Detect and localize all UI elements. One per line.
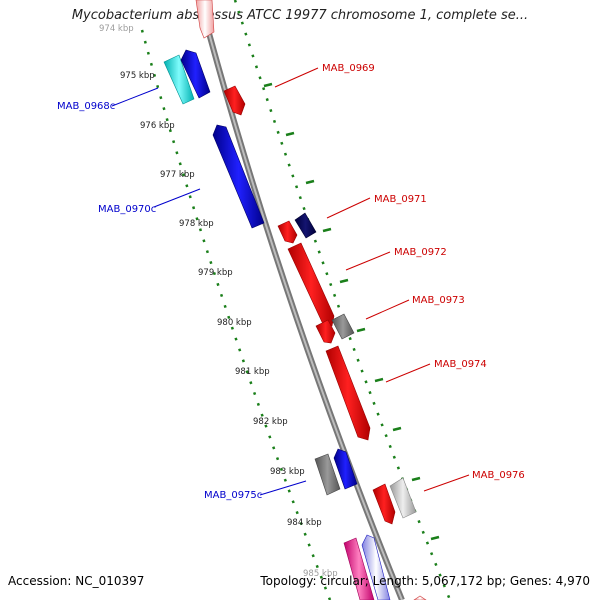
label-MAB_0974[interactable]: MAB_0974 bbox=[434, 359, 487, 370]
label-MAB_0970c[interactable]: MAB_0970c bbox=[98, 204, 156, 215]
leader-MAB_0973 bbox=[365, 299, 410, 320]
label-MAB_0972[interactable]: MAB_0972 bbox=[394, 247, 447, 258]
label-MAB_0969[interactable]: MAB_0969 bbox=[322, 63, 375, 74]
tick-976-kbp: 976 kbp bbox=[140, 121, 175, 131]
label-MAB_0968c[interactable]: MAB_0968c bbox=[57, 101, 115, 112]
gene-partial-top-red[interactable] bbox=[195, 0, 215, 39]
gene-partial-bottom-blue[interactable] bbox=[361, 534, 391, 600]
gene-MAB_0968c-cyan[interactable] bbox=[163, 54, 195, 105]
gene-MAB_0974[interactable] bbox=[325, 345, 371, 441]
gene-MAB_0976-red[interactable] bbox=[372, 483, 396, 525]
leader-MAB_0974 bbox=[385, 363, 431, 383]
tick-984-kbp: 984 kbp bbox=[287, 518, 322, 528]
gene-partial-bottom-pink[interactable] bbox=[343, 537, 375, 600]
inner-tick-track bbox=[140, 29, 332, 600]
gene-MAB_0975c-gray[interactable] bbox=[314, 453, 341, 496]
gene-partial-bottom-red[interactable] bbox=[413, 595, 427, 600]
outer-major-ticks bbox=[263, 82, 440, 541]
tick-983-kbp: 983 kbp bbox=[270, 467, 305, 477]
tick-979-kbp: 979 kbp bbox=[198, 268, 233, 278]
tick-977-kbp: 977 kbp bbox=[160, 170, 195, 180]
leader-MAB_0968c bbox=[111, 87, 159, 107]
tick-985-kbp: 985 kbp bbox=[303, 569, 338, 579]
tick-975-kbp: 975 kbp bbox=[120, 71, 155, 81]
tick-974-kbp: 974 kbp bbox=[99, 24, 134, 34]
gene-MAB_0970c[interactable] bbox=[212, 124, 265, 229]
accession-text: Accession: NC_010397 bbox=[8, 574, 145, 588]
leader-MAB_0976 bbox=[423, 474, 470, 492]
tick-982-kbp: 982 kbp bbox=[253, 417, 288, 427]
tick-978-kbp: 978 kbp bbox=[179, 219, 214, 229]
tick-980-kbp: 980 kbp bbox=[217, 318, 252, 328]
label-MAB_0976[interactable]: MAB_0976 bbox=[472, 470, 525, 481]
gene-MAB_0973-gray[interactable] bbox=[331, 313, 355, 340]
topology-text: Topology: circular; Length: 5,067,172 bp… bbox=[260, 574, 590, 588]
gene-MAB_0973-red[interactable] bbox=[315, 319, 336, 344]
label-MAB_0971[interactable]: MAB_0971 bbox=[374, 194, 427, 205]
gene-MAB_0975c-blue[interactable] bbox=[333, 448, 358, 490]
gene-MAB_0971-navy[interactable] bbox=[294, 212, 317, 239]
leader-MAB_0971 bbox=[326, 197, 371, 219]
map-title: Mycobacterium abscessus ATCC 19977 chrom… bbox=[71, 8, 529, 23]
leader-MAB_0975c bbox=[259, 480, 307, 496]
leader-MAB_0970c bbox=[153, 188, 201, 208]
label-MAB_0975c[interactable]: MAB_0975c bbox=[204, 490, 262, 501]
tick-981-kbp: 981 kbp bbox=[235, 367, 270, 377]
leader-MAB_0972 bbox=[345, 251, 391, 271]
leader-MAB_0969 bbox=[274, 67, 319, 88]
label-MAB_0973[interactable]: MAB_0973 bbox=[412, 295, 465, 306]
gene-MAB_0976-light[interactable] bbox=[389, 477, 417, 519]
gene-MAB_0969[interactable] bbox=[223, 85, 246, 116]
gene-MAB_0968c-blue[interactable] bbox=[180, 49, 211, 99]
gene-MAB_0971[interactable] bbox=[277, 220, 298, 244]
